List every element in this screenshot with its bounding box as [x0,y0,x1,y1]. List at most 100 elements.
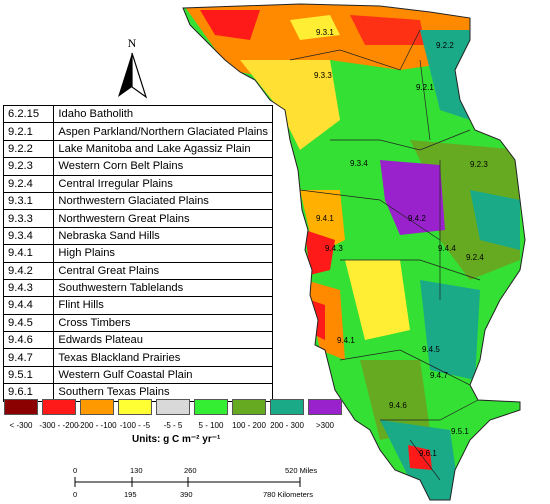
table-row: 9.4.1 High Plains [2,244,273,263]
table-row: 9.4.6 Edwards Plateau [2,331,273,350]
region-code: 9.3.4 [2,226,55,246]
color-legend: < -300 -300 - -200 -200 - -100 -100 - -5… [4,399,344,445]
region-name: Edwards Plateau [53,331,273,350]
region-name: Central Great Plains [53,261,273,280]
region-name: Central Irregular Plains [53,174,273,193]
table-row: 9.4.3 Southwestern Tablelands [2,278,273,298]
map-label: 9.4.5 [422,345,440,354]
region-name: Flint Hills [53,296,273,315]
region-code: 9.4.1 [2,244,55,263]
legend-swatch [308,399,342,415]
region-name: Western Corn Belt Plains [53,157,273,176]
map-label: 9.2.2 [436,41,454,50]
scale-km-tick: 195 [124,490,137,499]
scale-miles-tick: 130 [130,466,143,475]
table-row: 9.2.3 Western Corn Belt Plains [2,157,273,176]
legend-label: >300 [315,421,335,430]
region-code: 9.5.1 [2,365,55,385]
scale-km-tick: 390 [180,490,193,499]
table-row: 9.2.4 Central Irregular Plains [2,174,273,193]
table-row: 9.4.4 Flint Hills [2,296,273,315]
region-name: Southwestern Tablelands [53,278,273,298]
region-name: Western Gulf Coastal Plain [53,365,273,385]
region-name: Aspen Parkland/Northern Glaciated Plains [53,122,273,141]
region-code: 9.2.2 [2,139,55,159]
map-label: 9.4.1 [316,214,334,223]
map-label: 9.4.4 [438,244,456,253]
legend-label: -100 - -5 [119,421,151,430]
region-name: Texas Blackland Prairies [53,348,273,367]
table-row: 9.5.1 Western Gulf Coastal Plain [2,365,273,385]
map-label: 9.5.1 [451,427,469,436]
legend-swatch [232,399,266,415]
legend-label: 5 - 100 [198,421,224,430]
map-label: 9.6.1 [419,449,437,458]
map-label: 9.4.3 [325,244,343,253]
table-row: 9.4.2 Central Great Plains [2,261,273,280]
units-label: Units: g C m⁻² yr⁻¹ [132,434,221,445]
region-name: Northwestern Great Plains [53,209,273,228]
map-region-labels: 9.3.1 9.2.2 9.3.3 9.2.1 9.3.4 9.2.3 9.4.… [314,28,488,458]
map-label: 9.4.7 [430,371,448,380]
map-label: 9.2.4 [466,253,484,262]
scale-miles-tick: 260 [184,466,197,475]
legend-label: -300 - -200 [39,421,79,430]
legend-label: 200 - 300 [270,421,304,430]
map-label: 9.2.3 [470,160,488,169]
map-label: 9.3.1 [316,28,334,37]
region-code: 9.3.1 [2,191,55,211]
region-code: 9.4.4 [2,296,55,315]
region-code: 9.2.1 [2,122,55,141]
legend-swatch [4,399,38,415]
map-label: 9.4.6 [389,401,407,410]
region-name: High Plains [53,244,273,263]
region-name: Nebraska Sand Hills [53,226,273,246]
table-row: 9.3.4 Nebraska Sand Hills [2,226,273,246]
table-row: 9.2.1 Aspen Parkland/Northern Glaciated P… [2,122,273,141]
legend-label: < -300 [9,421,33,430]
scale-bar: 0 130 260 520 Miles 0 195 390 780 Kilome… [60,462,440,502]
region-name: Idaho Batholith [53,104,273,124]
region-table: 6.2.15 Idaho Batholith 9.2.1 Aspen Parklan… [2,104,273,402]
map-label: 9.3.4 [350,159,368,168]
region-code: 9.4.6 [2,331,55,350]
map-label: 9.4.1 [337,336,355,345]
scale-miles-tick: 520 Miles [285,466,318,475]
legend-label: -200 - -100 [77,421,117,430]
table-row: 6.2.15 Idaho Batholith [2,104,273,124]
region-boundaries [289,29,481,481]
table-row: 9.2.2 Lake Manitoba and Lake Agassiz Plai… [2,139,273,159]
map-label: 9.2.1 [416,83,434,92]
region-code: 9.4.3 [2,278,55,298]
north-label: N [127,36,137,50]
region-code: 9.2.3 [2,157,55,176]
region-name: Northwestern Glaciated Plains [53,191,273,211]
table-row: 9.3.1 Northwestern Glaciated Plains [2,191,273,211]
map-label: 9.4.2 [408,214,426,223]
scale-km-tick: 0 [73,490,78,499]
scale-km-tick: 780 Kilometers [263,490,314,499]
legend-swatch [270,399,304,415]
north-arrow-icon [118,52,148,99]
legend-swatch [156,399,190,415]
region-name: Lake Manitoba and Lake Agassiz Plain [53,139,273,159]
legend-swatch [80,399,114,415]
legend-swatch [118,399,152,415]
table-row: 9.3.3 Northwestern Great Plains [2,209,273,228]
map-outline [182,3,526,501]
region-code: 9.3.3 [2,209,55,228]
table-row: 9.4.7 Texas Blackland Prairies [2,348,273,367]
north-arrow: N [112,36,152,106]
map-label: 9.3.3 [314,71,332,80]
legend-swatch [42,399,76,415]
region-code: 9.4.7 [2,348,55,367]
legend-label: 100 - 200 [232,421,266,430]
region-code: 9.2.4 [2,174,55,193]
legend-swatch [194,399,228,415]
legend-label: -5 - 5 [163,421,183,430]
region-code: 9.4.5 [2,313,55,333]
scale-miles-tick: 0 [73,466,78,475]
table-row: 9.4.5 Cross Timbers [2,313,273,333]
region-name: Cross Timbers [53,313,273,333]
